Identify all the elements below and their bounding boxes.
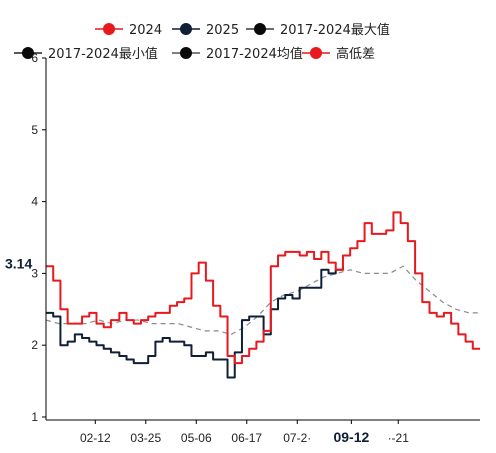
series-average-line [45,265,480,336]
x-tick-label: 03-25 [130,431,161,445]
x-axis-ticks: 02-12 03-25 05-06 06-17 07-2· 09-12 ·-21 [80,420,409,445]
legend-marker-icon [22,47,34,59]
series-2025-line [46,266,344,379]
legend-marker-icon [180,47,192,59]
legend-marker-icon [103,23,115,35]
legend-item[interactable]: 2017-2024均值 [172,46,303,62]
x-tick-label: 06-17 [231,431,262,445]
x-tick-label: 05-06 [181,431,212,445]
series-layer [45,211,480,379]
y-axis-ticks: 1 2 3 4 5 6 [31,51,46,424]
x-tick-label: 02-12 [80,431,111,445]
legend-marker-icon [310,47,322,59]
x-tick-label-highlight: 09-12 [333,429,369,445]
legend-item[interactable]: 高低差 [302,46,375,62]
highlight-value-label: 3.14 [5,255,32,271]
y-tick-label: 1 [31,410,38,424]
legend-label: 高低差 [336,46,375,62]
legend-item[interactable]: 2017-2024最小值 [14,46,158,62]
x-tick-label: 07-2· [283,431,311,445]
y-tick-label: 5 [31,123,38,137]
legend-label: 2024 [129,23,162,38]
series-2024-line [46,211,480,365]
legend-label: 2025 [206,23,239,38]
legend-label: 2017-2024均值 [206,46,303,62]
y-tick-label: 3 [31,266,38,280]
legend-item[interactable]: 2025 [172,23,239,38]
plot-area: 1 2 3 4 5 6 02-12 03-25 05-06 06-17 07-2· 09-12 ·-2… [5,51,480,445]
x-tick-label: ·-21 [388,431,410,445]
legend-marker-icon [254,23,266,35]
legend-item[interactable]: 2017-2024最大值 [246,22,390,38]
y-tick-label: 2 [31,338,38,352]
legend-marker-icon [180,23,192,35]
legend-label: 2017-2024最大值 [280,22,390,38]
legend-label: 2017-2024最小值 [48,46,158,62]
y-tick-label: 4 [31,195,38,209]
y-tick-label: 6 [31,51,38,65]
legend-item[interactable]: 2024 [95,23,162,38]
chart-legend: 2024 2025 2017-2024最大值 2017-2024最小值 2017-202… [14,22,390,62]
